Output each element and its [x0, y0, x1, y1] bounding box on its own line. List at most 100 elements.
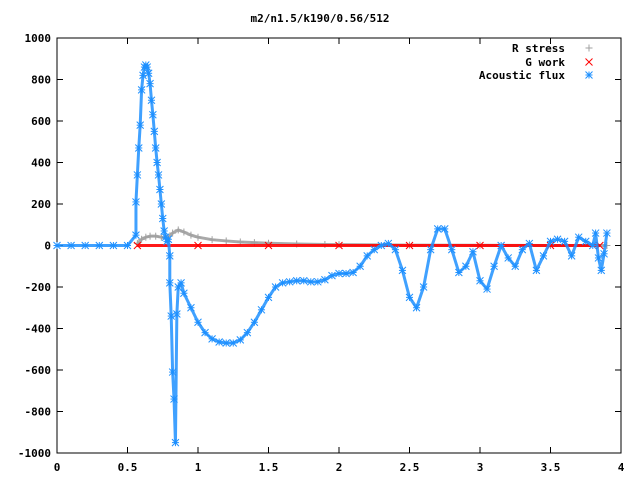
point-acoustic-flux: [553, 235, 562, 244]
point-acoustic-flux: [285, 277, 294, 286]
y-tick-label: 400: [31, 157, 51, 170]
point-acoustic-flux-stroke: [384, 239, 393, 248]
point-acoustic-flux: [349, 268, 357, 277]
point-acoustic-flux-stroke: [497, 241, 506, 250]
point-acoustic-flux: [208, 335, 216, 343]
point-acoustic-flux-stroke: [146, 79, 154, 88]
point-acoustic-flux: [603, 229, 611, 237]
point-acoustic-flux: [136, 121, 145, 130]
series-acoustic-flux-trace: [57, 63, 609, 445]
point-acoustic-flux-stroke: [349, 268, 357, 277]
point-acoustic-flux: [123, 241, 132, 250]
y-tick-label: 600: [31, 115, 51, 128]
point-acoustic-flux: [328, 271, 336, 280]
point-acoustic-flux: [469, 247, 477, 256]
point-acoustic-flux: [156, 185, 164, 194]
point-acoustic-flux-stroke: [165, 252, 174, 260]
point-acoustic-flux-stroke: [161, 233, 170, 242]
point-acoustic-flux-stroke: [154, 171, 163, 179]
point-acoustic-flux: [146, 79, 154, 88]
point-acoustic-flux-stroke: [539, 252, 548, 260]
x-tick-label: 2.5: [400, 461, 420, 474]
point-acoustic-flux-stroke: [132, 198, 140, 206]
point-acoustic-flux-stroke: [194, 318, 202, 327]
point-acoustic-flux-stroke: [165, 278, 174, 287]
point-acoustic-flux-stroke: [171, 438, 180, 447]
point-acoustic-flux: [440, 225, 449, 233]
point-acoustic-flux-stroke: [581, 237, 590, 246]
point-acoustic-flux-stroke: [143, 63, 152, 71]
point-acoustic-flux-stroke: [153, 158, 161, 167]
point-acoustic-flux: [147, 96, 156, 105]
x-tick-label: 1: [195, 461, 202, 474]
point-g-work-stroke: [194, 241, 202, 250]
point-acoustic-flux-stroke: [603, 229, 611, 237]
point-acoustic-flux-stroke: [560, 237, 569, 246]
point-acoustic-flux: [158, 214, 167, 223]
x-tick-label: 0: [54, 461, 61, 474]
point-acoustic-flux: [215, 338, 224, 346]
point-acoustic-flux: [581, 237, 590, 246]
y-tick-label: -600: [25, 364, 52, 377]
point-acoustic-flux: [278, 278, 287, 287]
x-tick-label: 4: [618, 461, 625, 474]
point-acoustic-flux-stroke: [67, 241, 75, 250]
point-r-stress: [142, 233, 150, 241]
point-acoustic-flux: [109, 241, 118, 250]
legend-marker-g-work-stroke: [585, 58, 593, 66]
y-tick-label: 800: [31, 74, 51, 87]
point-acoustic-flux-stroke: [454, 268, 463, 277]
y-tick-label: 200: [31, 198, 51, 211]
y-tick-label: 1000: [25, 32, 52, 45]
point-acoustic-flux-stroke: [433, 225, 442, 233]
point-acoustic-flux: [165, 278, 174, 287]
point-acoustic-flux-stroke: [285, 277, 294, 286]
point-acoustic-flux: [153, 158, 161, 167]
point-acoustic-flux-stroke: [546, 237, 555, 246]
legend-marker-acoustic-flux-stroke: [585, 71, 593, 79]
point-g-work-stroke: [264, 241, 273, 250]
point-acoustic-flux-stroke: [81, 241, 90, 250]
legend-label-acoustic-flux: Acoustic flux: [479, 69, 565, 82]
point-acoustic-flux: [271, 283, 280, 291]
point-acoustic-flux-stroke: [553, 235, 562, 244]
point-acoustic-flux: [149, 110, 157, 119]
point-g-work: [335, 241, 343, 250]
point-acoustic-flux: [180, 289, 188, 298]
point-r-stress: [194, 233, 202, 241]
point-g-work-stroke: [335, 241, 343, 250]
point-acoustic-flux: [504, 254, 513, 262]
point-acoustic-flux: [132, 198, 140, 206]
point-acoustic-flux: [134, 144, 143, 152]
point-acoustic-flux: [172, 310, 181, 318]
point-acoustic-flux: [377, 241, 386, 250]
point-acoustic-flux: [356, 262, 365, 271]
point-acoustic-flux: [222, 339, 231, 347]
point-acoustic-flux-stroke: [356, 262, 365, 271]
point-acoustic-flux-stroke: [377, 241, 386, 250]
point-acoustic-flux: [171, 438, 180, 447]
point-acoustic-flux: [370, 245, 379, 254]
point-g-work: [194, 241, 202, 250]
point-acoustic-flux-stroke: [215, 338, 224, 346]
point-acoustic-flux: [525, 239, 534, 248]
point-acoustic-flux: [454, 268, 463, 277]
point-acoustic-flux: [264, 293, 273, 302]
point-acoustic-flux-stroke: [600, 249, 608, 258]
point-r-stress: [180, 228, 188, 236]
axis-ticks: 0 0.5 1 1.5 2 2.5 3 3.5 4 1000 800 600 400 200 0 -200 -4…: [18, 32, 625, 474]
point-acoustic-flux: [426, 245, 435, 254]
point-acoustic-flux-stroke: [532, 266, 541, 275]
x-tick-label: 3: [477, 461, 484, 474]
point-acoustic-flux: [398, 266, 407, 275]
point-acoustic-flux: [81, 241, 90, 250]
legend-marker-acoustic-flux: [585, 71, 593, 79]
point-acoustic-flux-stroke: [236, 336, 245, 344]
point-acoustic-flux-stroke: [157, 200, 166, 208]
point-acoustic-flux-stroke: [440, 225, 449, 233]
point-acoustic-flux-stroke: [257, 305, 266, 314]
point-acoustic-flux: [133, 171, 142, 179]
x-tick-label: 2: [336, 461, 343, 474]
legend-label-r-stress: R stress: [512, 42, 565, 55]
point-acoustic-flux: [342, 269, 350, 278]
